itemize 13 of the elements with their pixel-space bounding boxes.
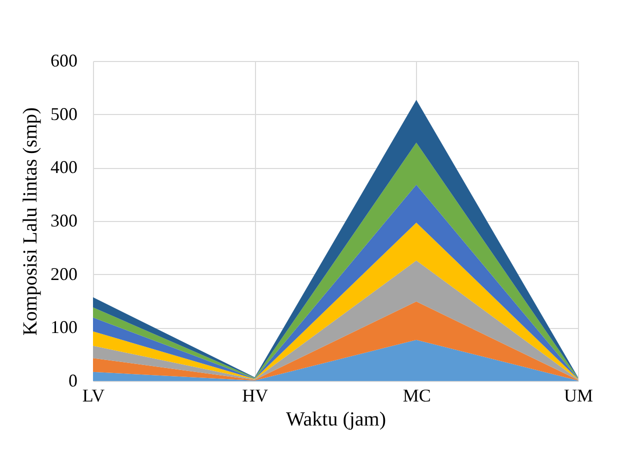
- x-tick-label: HV: [242, 386, 268, 406]
- y-tick-label: 300: [50, 210, 78, 230]
- x-axis-title: Waktu (jam): [286, 408, 386, 430]
- y-axis-title: Komposisi Lalu lintas (smp): [20, 107, 42, 336]
- y-tick-label: 400: [50, 157, 78, 178]
- y-tick-label: 200: [50, 264, 78, 284]
- x-tick-label: MC: [402, 386, 431, 406]
- x-tick-label: UM: [564, 386, 594, 406]
- y-tick-label: 600: [50, 50, 78, 70]
- y-tick-label: 100: [50, 317, 78, 338]
- x-tick-label: LV: [82, 386, 105, 406]
- y-tick-label: 0: [68, 370, 78, 390]
- y-tick-label: 500: [50, 104, 78, 124]
